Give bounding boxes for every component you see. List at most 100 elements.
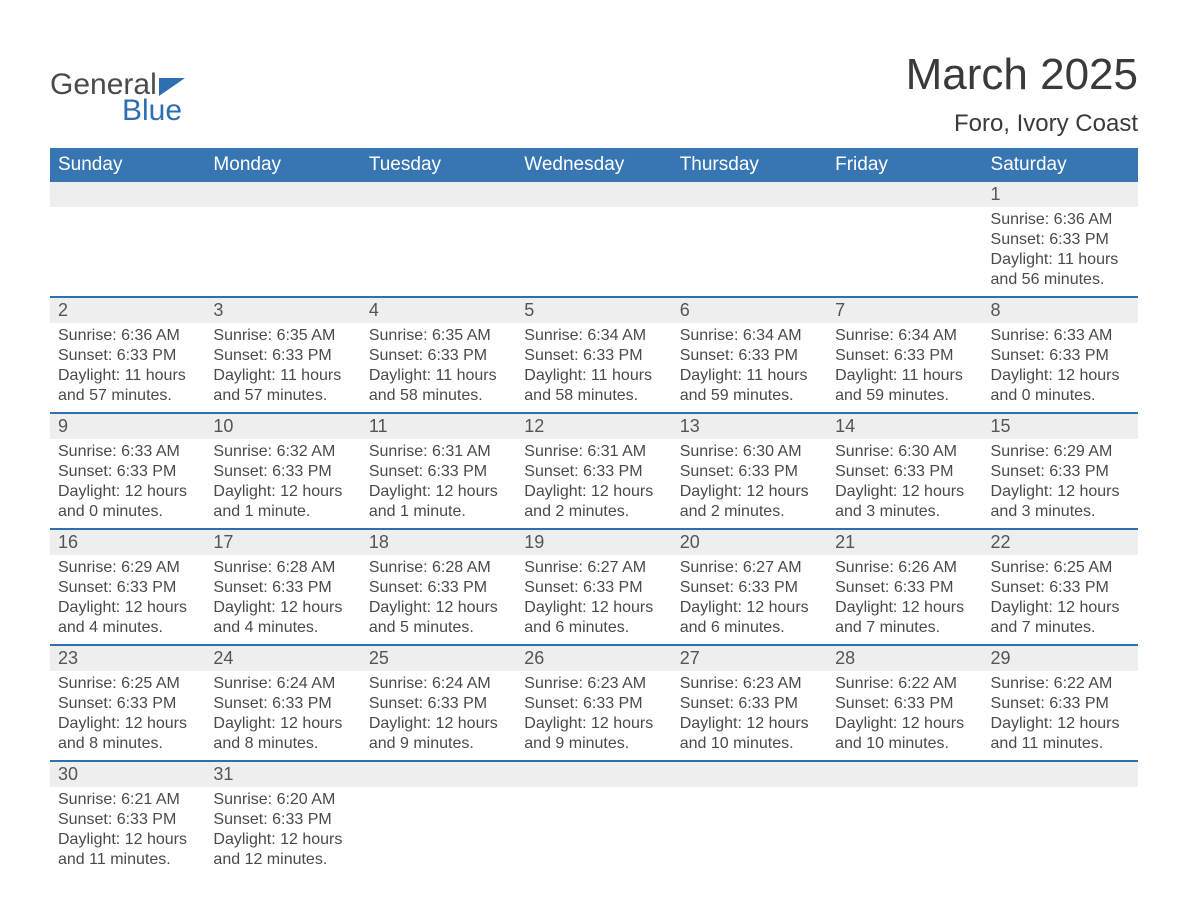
- daylight-line-2: and 59 minutes.: [680, 386, 819, 406]
- sunset-line: Sunset: 6:33 PM: [991, 578, 1130, 598]
- sunrise-line: Sunrise: 6:20 AM: [213, 790, 352, 810]
- day-number: 23: [58, 648, 78, 668]
- weekday-header: Saturday: [983, 148, 1138, 182]
- day-number: 9: [58, 416, 68, 436]
- day-content-cell: Sunrise: 6:30 AMSunset: 6:33 PMDaylight:…: [672, 439, 827, 529]
- day-number-cell: 7: [827, 297, 982, 323]
- sunset-line: Sunset: 6:33 PM: [524, 694, 663, 714]
- daylight-line-1: Daylight: 12 hours: [991, 482, 1130, 502]
- day-number-row: 1: [50, 182, 1138, 207]
- location-label: Foro, Ivory Coast: [906, 110, 1138, 138]
- daylight-line-1: Daylight: 12 hours: [213, 830, 352, 850]
- day-content-cell: Sunrise: 6:30 AMSunset: 6:33 PMDaylight:…: [827, 439, 982, 529]
- daylight-line-1: Daylight: 12 hours: [369, 714, 508, 734]
- day-content-cell: Sunrise: 6:34 AMSunset: 6:33 PMDaylight:…: [516, 323, 671, 413]
- day-number: 10: [213, 416, 233, 436]
- day-number-row: 16171819202122: [50, 529, 1138, 555]
- daylight-line-1: Daylight: 11 hours: [369, 366, 508, 386]
- day-content-cell: Sunrise: 6:33 AMSunset: 6:33 PMDaylight:…: [50, 439, 205, 529]
- sunset-line: Sunset: 6:33 PM: [680, 578, 819, 598]
- daylight-line-2: and 58 minutes.: [369, 386, 508, 406]
- sunset-line: Sunset: 6:33 PM: [524, 346, 663, 366]
- daylight-line-1: Daylight: 12 hours: [58, 482, 197, 502]
- daylight-line-2: and 10 minutes.: [680, 734, 819, 754]
- day-number-cell: 30: [50, 761, 205, 787]
- day-number-cell: 22: [983, 529, 1138, 555]
- daylight-line-2: and 57 minutes.: [58, 386, 197, 406]
- day-number-row: 2345678: [50, 297, 1138, 323]
- sunrise-line: Sunrise: 6:32 AM: [213, 442, 352, 462]
- sunset-line: Sunset: 6:33 PM: [369, 694, 508, 714]
- day-content-cell: [361, 207, 516, 297]
- daylight-line-2: and 4 minutes.: [213, 618, 352, 638]
- day-content-cell: [827, 787, 982, 876]
- day-number-cell: 11: [361, 413, 516, 439]
- sunset-line: Sunset: 6:33 PM: [58, 346, 197, 366]
- sunset-line: Sunset: 6:33 PM: [369, 462, 508, 482]
- sunset-line: Sunset: 6:33 PM: [524, 578, 663, 598]
- sunrise-line: Sunrise: 6:29 AM: [991, 442, 1130, 462]
- day-number-cell: 16: [50, 529, 205, 555]
- sunset-line: Sunset: 6:33 PM: [680, 462, 819, 482]
- sunrise-line: Sunrise: 6:34 AM: [835, 326, 974, 346]
- daylight-line-1: Daylight: 12 hours: [991, 598, 1130, 618]
- daylight-line-1: Daylight: 12 hours: [58, 714, 197, 734]
- day-number: 7: [835, 300, 845, 320]
- daylight-line-1: Daylight: 12 hours: [369, 598, 508, 618]
- day-number-cell: 13: [672, 413, 827, 439]
- daylight-line-2: and 8 minutes.: [58, 734, 197, 754]
- brand-triangle-icon: [159, 78, 185, 96]
- brand-logo: General Blue: [50, 70, 185, 128]
- day-number: 28: [835, 648, 855, 668]
- day-number-cell: 21: [827, 529, 982, 555]
- daylight-line-2: and 12 minutes.: [213, 850, 352, 870]
- sunrise-line: Sunrise: 6:25 AM: [58, 674, 197, 694]
- sunrise-line: Sunrise: 6:24 AM: [213, 674, 352, 694]
- day-number-cell: 14: [827, 413, 982, 439]
- day-content-cell: Sunrise: 6:21 AMSunset: 6:33 PMDaylight:…: [50, 787, 205, 876]
- day-number: 16: [58, 532, 78, 552]
- day-content-cell: Sunrise: 6:27 AMSunset: 6:33 PMDaylight:…: [672, 555, 827, 645]
- day-content-cell: Sunrise: 6:31 AMSunset: 6:33 PMDaylight:…: [361, 439, 516, 529]
- day-number: 1: [991, 184, 1001, 204]
- day-number: 24: [213, 648, 233, 668]
- day-content-cell: Sunrise: 6:25 AMSunset: 6:33 PMDaylight:…: [983, 555, 1138, 645]
- sunset-line: Sunset: 6:33 PM: [213, 346, 352, 366]
- sunrise-line: Sunrise: 6:27 AM: [524, 558, 663, 578]
- day-content-row: Sunrise: 6:29 AMSunset: 6:33 PMDaylight:…: [50, 555, 1138, 645]
- daylight-line-2: and 3 minutes.: [991, 502, 1130, 522]
- day-content-cell: Sunrise: 6:26 AMSunset: 6:33 PMDaylight:…: [827, 555, 982, 645]
- sunset-line: Sunset: 6:33 PM: [991, 346, 1130, 366]
- day-number: 20: [680, 532, 700, 552]
- daylight-line-2: and 3 minutes.: [835, 502, 974, 522]
- day-content-cell: [672, 787, 827, 876]
- daylight-line-1: Daylight: 12 hours: [991, 714, 1130, 734]
- day-number: 3: [213, 300, 223, 320]
- day-number: 17: [213, 532, 233, 552]
- sunset-line: Sunset: 6:33 PM: [680, 346, 819, 366]
- daylight-line-2: and 0 minutes.: [991, 386, 1130, 406]
- day-number: 22: [991, 532, 1011, 552]
- sunset-line: Sunset: 6:33 PM: [213, 462, 352, 482]
- daylight-line-1: Daylight: 12 hours: [58, 598, 197, 618]
- daylight-line-1: Daylight: 12 hours: [524, 714, 663, 734]
- calendar-table: Sunday Monday Tuesday Wednesday Thursday…: [50, 148, 1138, 876]
- day-content-cell: Sunrise: 6:31 AMSunset: 6:33 PMDaylight:…: [516, 439, 671, 529]
- sunset-line: Sunset: 6:33 PM: [369, 346, 508, 366]
- daylight-line-2: and 11 minutes.: [991, 734, 1130, 754]
- weekday-header-row: Sunday Monday Tuesday Wednesday Thursday…: [50, 148, 1138, 182]
- daylight-line-2: and 4 minutes.: [58, 618, 197, 638]
- daylight-line-1: Daylight: 12 hours: [524, 598, 663, 618]
- sunrise-line: Sunrise: 6:23 AM: [680, 674, 819, 694]
- day-content-cell: Sunrise: 6:22 AMSunset: 6:33 PMDaylight:…: [827, 671, 982, 761]
- sunrise-line: Sunrise: 6:23 AM: [524, 674, 663, 694]
- day-number-cell: [50, 182, 205, 207]
- daylight-line-1: Daylight: 12 hours: [680, 482, 819, 502]
- day-content-cell: Sunrise: 6:27 AMSunset: 6:33 PMDaylight:…: [516, 555, 671, 645]
- day-content-cell: Sunrise: 6:29 AMSunset: 6:33 PMDaylight:…: [50, 555, 205, 645]
- sunrise-line: Sunrise: 6:36 AM: [58, 326, 197, 346]
- day-content-cell: Sunrise: 6:24 AMSunset: 6:33 PMDaylight:…: [361, 671, 516, 761]
- day-number-cell: 17: [205, 529, 360, 555]
- sunrise-line: Sunrise: 6:34 AM: [680, 326, 819, 346]
- daylight-line-1: Daylight: 11 hours: [58, 366, 197, 386]
